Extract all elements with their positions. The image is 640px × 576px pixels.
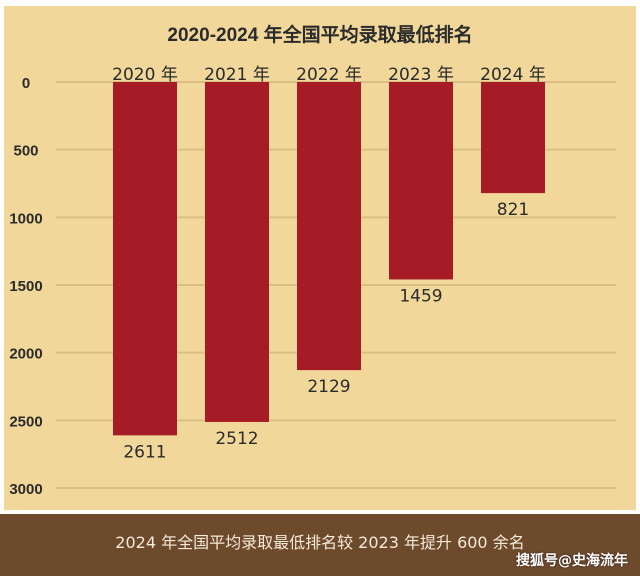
- source-watermark: 搜狐号@史海流年: [516, 553, 628, 569]
- bar-chart: 0 500 1000 1500 2000 2500 3000 2020 年 2611 2021 年…: [9, 65, 616, 498]
- category-label-1: 2021 年: [204, 65, 270, 85]
- y-tick-label-3: 1500: [9, 278, 42, 295]
- bar-1: [205, 82, 269, 422]
- value-label-0: 2611: [123, 442, 166, 462]
- category-label-3: 2023 年: [388, 65, 454, 85]
- footer-banner: 2024 年全国平均录取最低排名较 2023 年提升 600 余名 搜狐号@史海…: [0, 514, 640, 576]
- chart-title: 2020-2024 年全国平均录取最低排名: [167, 25, 473, 46]
- bar-2: [297, 82, 361, 371]
- category-label-0: 2020 年: [112, 65, 178, 85]
- y-tick-label-4: 2000: [9, 346, 42, 363]
- value-label-3: 1459: [399, 286, 442, 306]
- category-label-4: 2024 年: [480, 65, 546, 85]
- value-label-4: 821: [497, 200, 529, 220]
- y-tick-label-5: 2500: [9, 413, 42, 430]
- chart-panel: 2020-2024 年全国平均录取最低排名 0 500 1000 1500 2000 25…: [4, 6, 636, 510]
- y-tick-label-0: 0: [22, 75, 30, 92]
- y-tick-label-1: 500: [13, 143, 38, 160]
- bar-3: [389, 82, 453, 280]
- value-label-1: 2512: [215, 429, 258, 449]
- footer-caption: 2024 年全国平均录取最低排名较 2023 年提升 600 余名: [115, 533, 525, 552]
- y-tick-label-2: 1000: [9, 210, 42, 227]
- bar-4: [481, 82, 545, 194]
- y-tick-label-6: 3000: [9, 481, 42, 498]
- bar-0: [113, 82, 177, 436]
- value-label-2: 2129: [307, 377, 350, 397]
- category-label-2: 2022 年: [296, 65, 362, 85]
